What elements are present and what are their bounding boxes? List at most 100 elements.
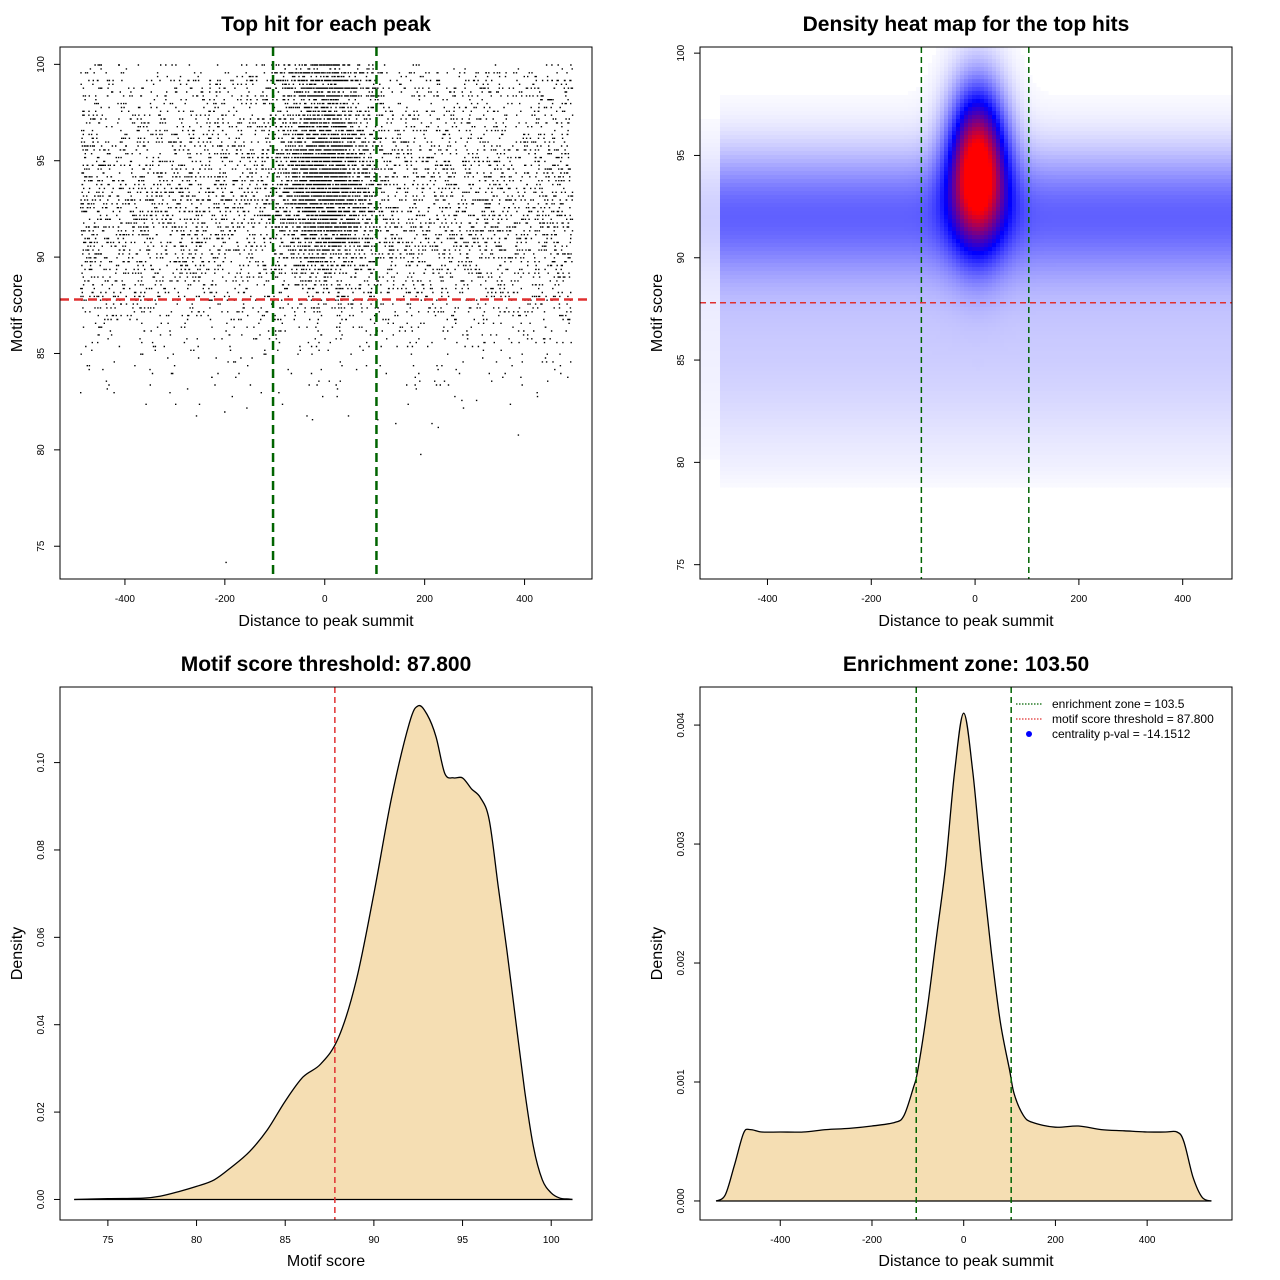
heatmap-cell (896, 199, 901, 204)
heatmap-cell (700, 239, 705, 244)
heatmap-cell (756, 447, 761, 452)
heatmap-cell (872, 347, 877, 352)
heatmap-cell (844, 295, 849, 300)
heatmap-cell (860, 303, 865, 308)
heatmap-cell (764, 131, 769, 136)
heatmap-cell (816, 451, 821, 456)
heatmap-cell (804, 211, 809, 216)
heatmap-cell (728, 223, 733, 228)
heatmap-cell (872, 95, 877, 100)
heatmap-cell (832, 427, 837, 432)
heatmap-cell (812, 163, 817, 168)
heatmap-cell (704, 255, 709, 260)
heatmap-cell (860, 287, 865, 292)
heatmap-cell (896, 275, 901, 280)
heatmap-cell (868, 275, 873, 280)
heatmap-cell (764, 175, 769, 180)
heatmap-cell (872, 215, 877, 220)
heatmap-cell (724, 411, 729, 416)
heatmap-cell (804, 127, 809, 132)
heatmap-cell (708, 363, 713, 368)
heatmap-cell (904, 179, 909, 184)
heatmap-cell (800, 303, 805, 308)
heatmap-cell (764, 215, 769, 220)
heatmap-cell (716, 327, 721, 332)
heatmap-cell (812, 203, 817, 208)
heatmap-cell (824, 271, 829, 276)
heatmap-cell (856, 303, 861, 308)
heatmap-cell (816, 447, 821, 452)
heatmap-cell (716, 375, 721, 380)
heatmap-cell (840, 311, 845, 316)
heatmap-cell (704, 451, 709, 456)
heatmap-cell (840, 463, 845, 468)
heatmap-cell (704, 407, 709, 412)
heatmap-cell (840, 435, 845, 440)
heatmap-cell (804, 347, 809, 352)
heatmap-cell (752, 479, 757, 484)
heatmap-cell (740, 267, 745, 272)
heatmap-cell (832, 255, 837, 260)
heatmap-cell (804, 95, 809, 100)
heatmap-cell (900, 127, 905, 132)
heatmap-cell (824, 171, 829, 176)
heatmap-cell (712, 351, 717, 356)
heatmap-cell (900, 231, 905, 236)
heatmap-cell (836, 367, 841, 372)
heatmap-cell (844, 347, 849, 352)
heatmap-cell (716, 123, 721, 128)
heatmap-cell (868, 399, 873, 404)
heatmap-cell (740, 203, 745, 208)
heatmap-cell (748, 215, 753, 220)
heatmap-cell (836, 363, 841, 368)
heatmap-cell (876, 419, 881, 424)
heatmap-cell (836, 387, 841, 392)
heatmap-cell (720, 455, 725, 460)
heatmap-cell (724, 211, 729, 216)
heatmap-cell (860, 147, 865, 152)
heatmap-cell (720, 403, 725, 408)
heatmap-cell (744, 307, 749, 312)
heatmap-cell (884, 311, 889, 316)
heatmap-cell (892, 415, 897, 420)
heatmap-cell (892, 179, 897, 184)
heatmap-cell (764, 479, 769, 484)
heatmap-cell (824, 383, 829, 388)
heatmap-cell (724, 323, 729, 328)
heatmap-cell (872, 327, 877, 332)
heatmap-cell (816, 247, 821, 252)
heatmap-cell (764, 279, 769, 284)
heatmap-cell (892, 431, 897, 436)
heatmap-cell (728, 399, 733, 404)
heatmap-cell (840, 247, 845, 252)
heatmap-cell (728, 107, 733, 112)
heatmap-cell (836, 171, 841, 176)
heatmap-cell (824, 159, 829, 164)
heatmap-cell (732, 155, 737, 160)
heatmap-cell (764, 219, 769, 224)
heatmap-cell (800, 387, 805, 392)
heatmap-cell (816, 279, 821, 284)
heatmap-cell (808, 127, 813, 132)
heatmap-cell (836, 379, 841, 384)
heatmap-cell (852, 439, 857, 444)
heatmap-cell (760, 123, 765, 128)
heatmap-cell (788, 231, 793, 236)
heatmap-cell (740, 307, 745, 312)
heatmap-cell (772, 479, 777, 484)
heatmap-cell (884, 483, 889, 488)
heatmap-cell (808, 459, 813, 464)
heatmap-cell (824, 299, 829, 304)
heatmap-cell (840, 191, 845, 196)
heatmap-cell (860, 443, 865, 448)
heatmap-cell (760, 267, 765, 272)
heatmap-cell (752, 259, 757, 264)
heatmap-cell (768, 175, 773, 180)
heatmap-cell (824, 423, 829, 428)
heatmap-cell (776, 451, 781, 456)
heatmap-cell (752, 283, 757, 288)
heatmap-cell (796, 207, 801, 212)
heatmap-cell (828, 143, 833, 148)
heatmap-cell (704, 303, 709, 308)
heatmap-cell (708, 431, 713, 436)
